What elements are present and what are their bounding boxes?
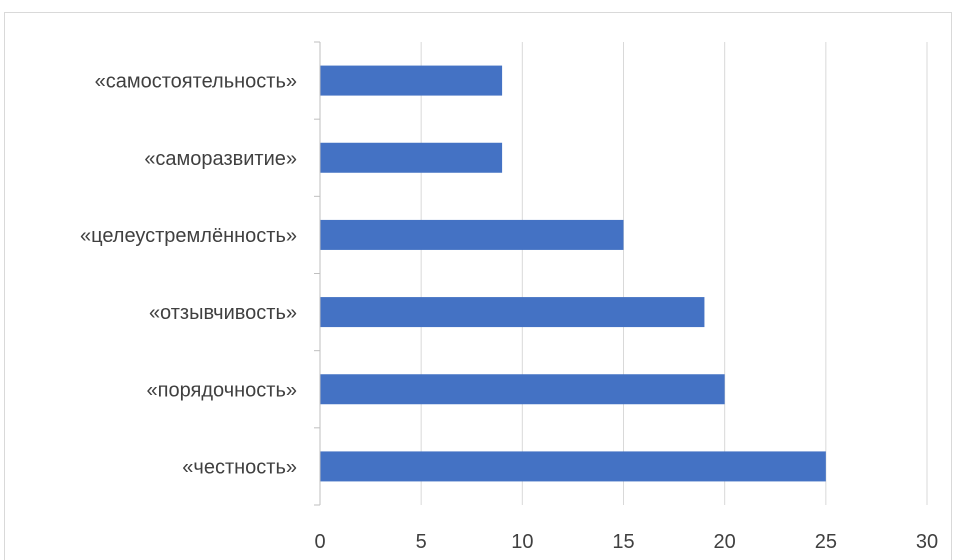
x-tick-label: 25 bbox=[815, 531, 837, 553]
category-label: «честность» bbox=[182, 456, 297, 478]
bar bbox=[320, 65, 503, 96]
bar bbox=[320, 374, 725, 405]
x-tick-label: 20 bbox=[714, 531, 736, 553]
bar bbox=[320, 219, 624, 250]
bar bbox=[320, 297, 705, 328]
bar bbox=[320, 142, 503, 173]
x-tick-label: 0 bbox=[314, 531, 325, 553]
category-label: «отзывчивость» bbox=[149, 302, 297, 324]
bar bbox=[320, 451, 826, 482]
x-tick-label: 10 bbox=[511, 531, 533, 553]
category-label: «порядочность» bbox=[147, 379, 297, 401]
y-axis bbox=[314, 41, 321, 506]
bars bbox=[320, 65, 826, 482]
category-label: «самостоятельность» bbox=[95, 71, 297, 93]
gridlines bbox=[420, 42, 928, 505]
category-label: «саморазвитие» bbox=[144, 148, 297, 170]
x-tick-label: 5 bbox=[416, 531, 427, 553]
x-tick-label: 15 bbox=[612, 531, 634, 553]
category-label: «целеустремлённость» bbox=[80, 225, 297, 247]
x-tick-label: 30 bbox=[916, 531, 938, 553]
chart-frame bbox=[4, 12, 952, 560]
x-tick-labels: 0 5 10 15 20 25 30 bbox=[314, 531, 938, 553]
category-labels: «самостоятельность» «саморазвитие» «целеус… bbox=[80, 71, 297, 479]
